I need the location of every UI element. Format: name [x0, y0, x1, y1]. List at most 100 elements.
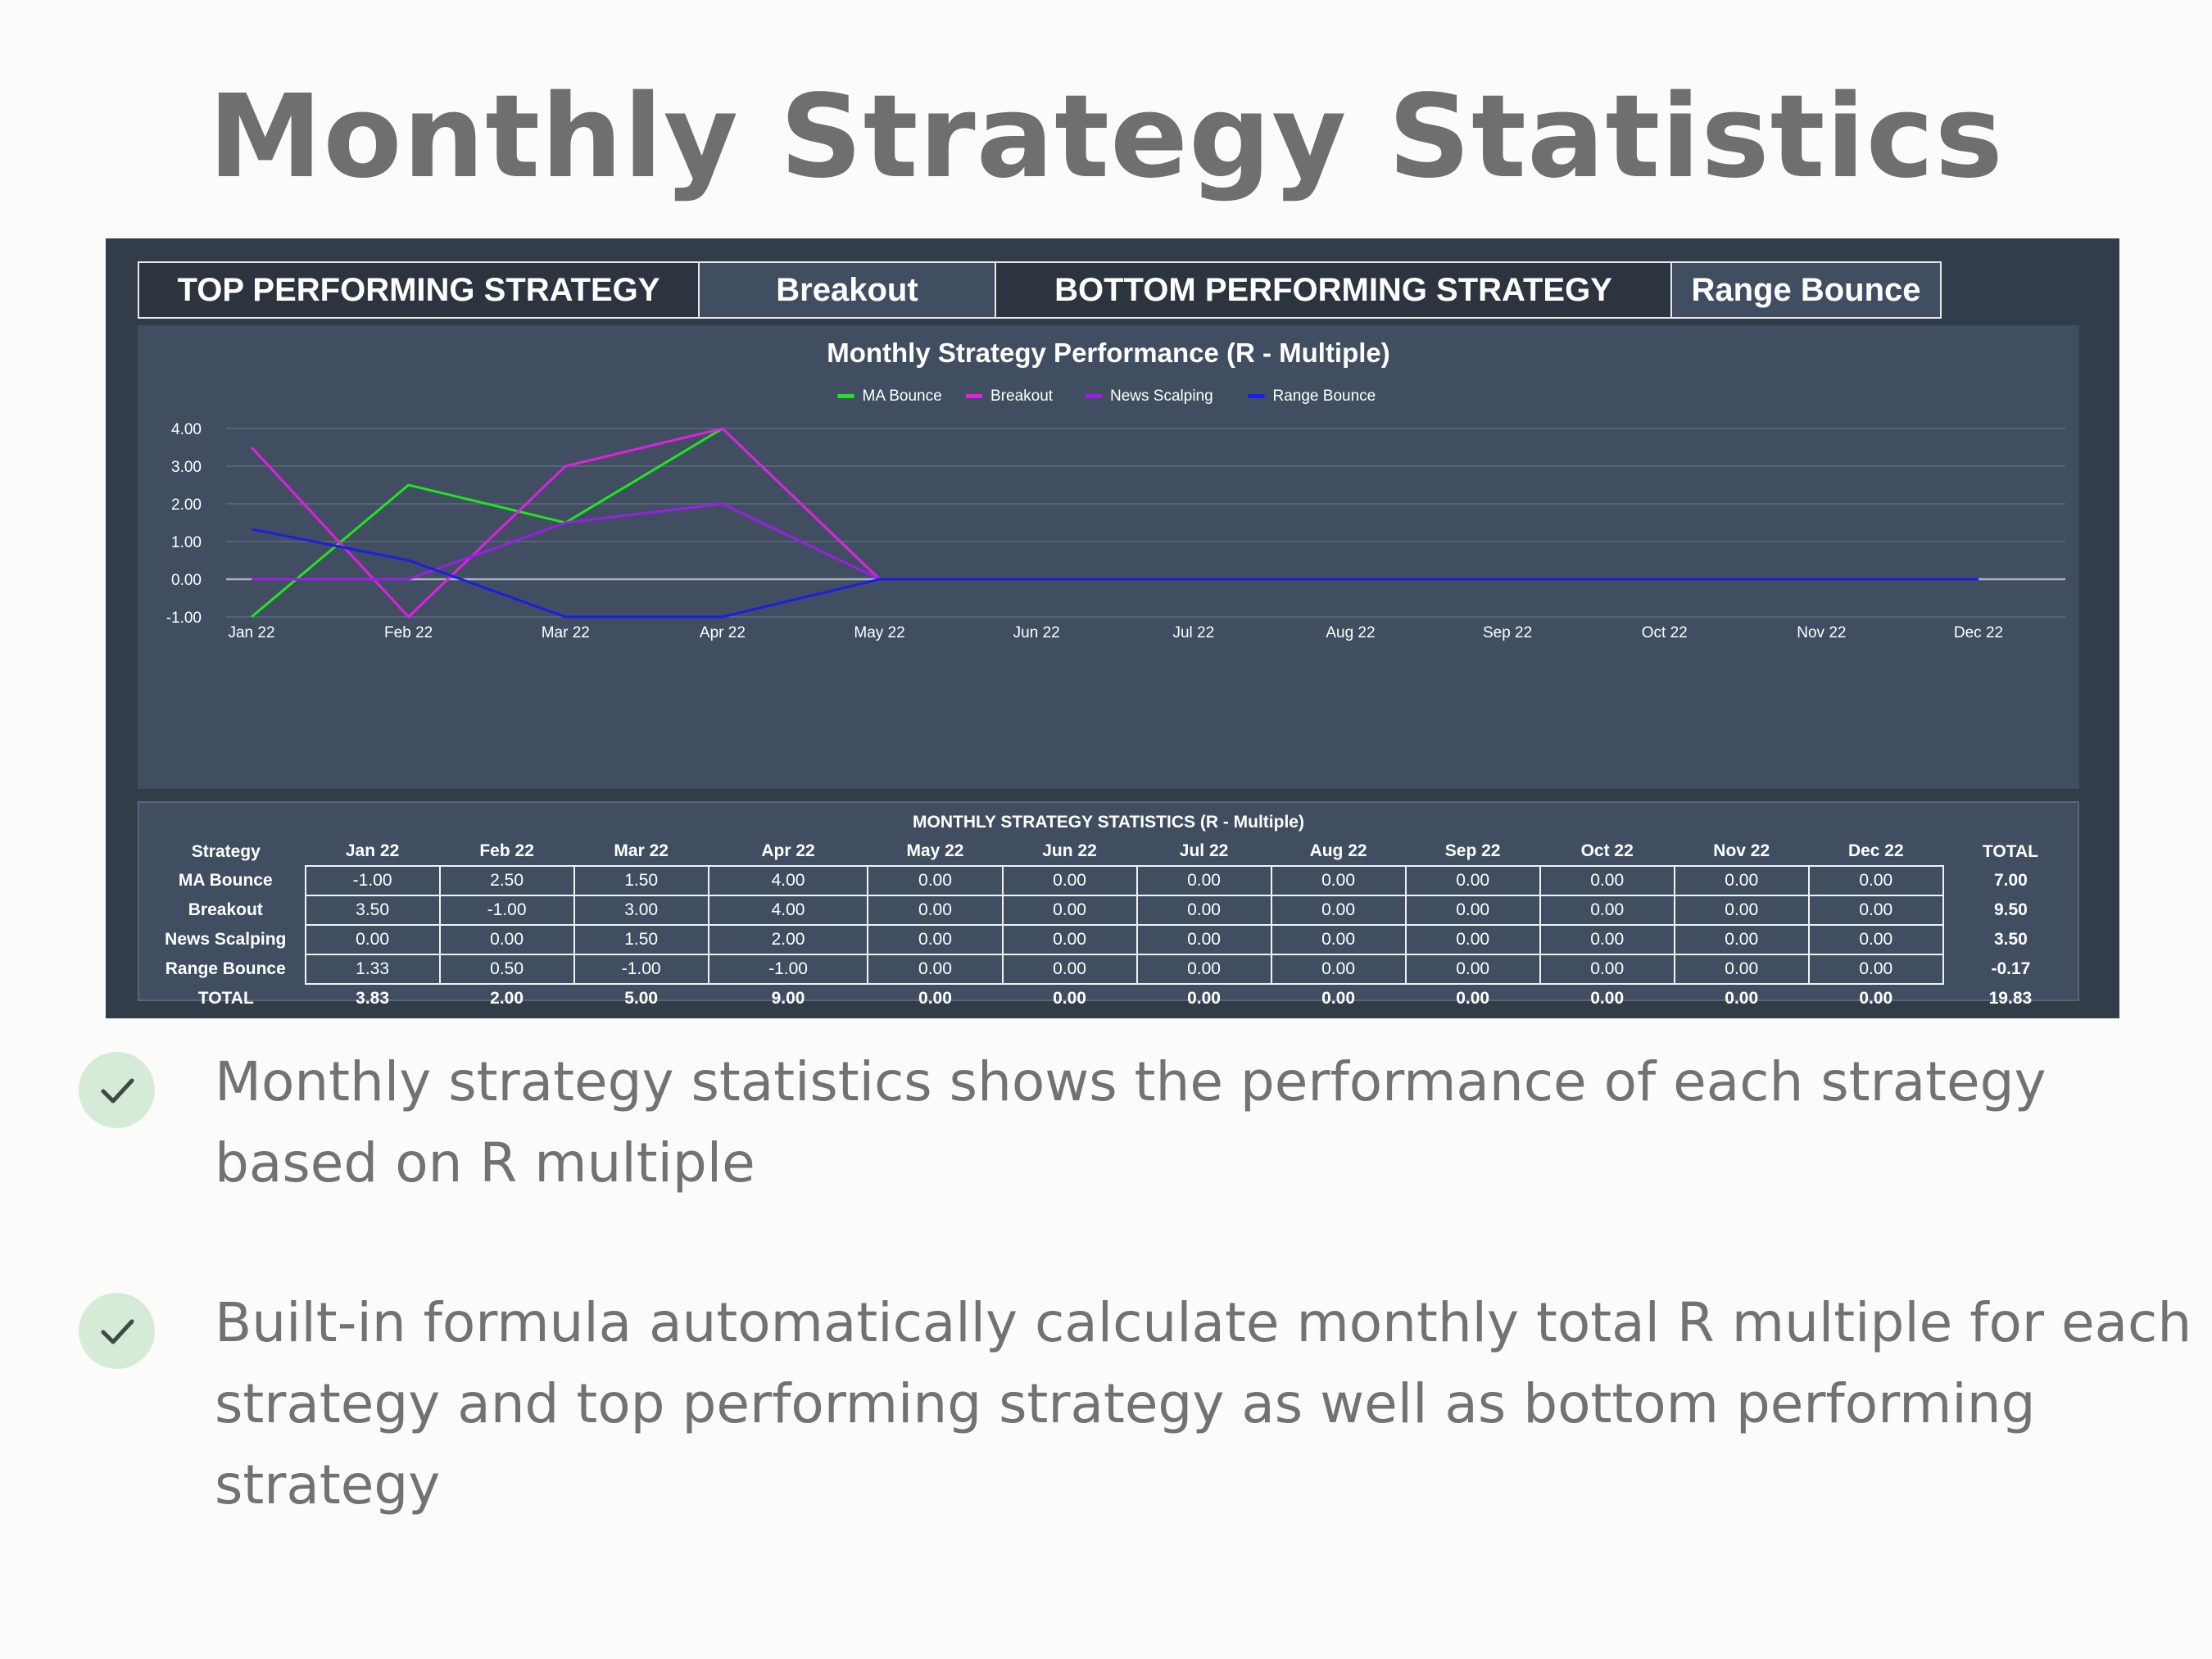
- x-tick-label: Jul 22: [1172, 624, 1214, 641]
- column-header: Apr 22: [761, 841, 815, 860]
- y-tick-label: 2.00: [171, 496, 202, 514]
- table-cell: 0.00: [867, 895, 1004, 926]
- row-total: 19.83: [1988, 988, 2033, 1008]
- dashboard-panel: TOP PERFORMING STRATEGY Breakout BOTTOM …: [106, 238, 2119, 1018]
- table-cell: 0.00: [1539, 954, 1675, 985]
- table-cell: 1.33: [304, 954, 441, 985]
- check-icon: [79, 1052, 155, 1128]
- stats-table-panel: MONTHLY STRATEGY STATISTICS (R - Multipl…: [138, 801, 2079, 1008]
- legend-label: Breakout: [990, 388, 1054, 405]
- row-total: 9.50: [1993, 900, 2028, 919]
- row-total: 7.00: [1993, 871, 2028, 890]
- table-cell: 2.00: [707, 924, 869, 955]
- column-header: Aug 22: [1309, 841, 1367, 860]
- table-cell: 0.00: [1135, 924, 1272, 955]
- x-tick-label: Mar 22: [542, 624, 590, 641]
- table-cell: 3.00: [573, 895, 709, 926]
- bullet-item: Monthly strategy statistics shows the pe…: [79, 1050, 2168, 1214]
- table-cell: 0.00: [1053, 989, 1086, 1008]
- table-cell: 0.00: [1135, 954, 1272, 985]
- column-header: Oct 22: [1580, 841, 1634, 860]
- table-cell: 0.00: [918, 989, 952, 1008]
- table-cell: 0.00: [1404, 895, 1541, 926]
- x-tick-label: Oct 22: [1642, 624, 1688, 641]
- table-cell: 0.00: [1539, 924, 1675, 955]
- column-header: Nov 22: [1713, 841, 1770, 860]
- x-tick-label: Sep 22: [1483, 624, 1532, 641]
- y-axis: 4.00 3.00 2.00 1.00 0.00 -1.00: [166, 421, 202, 627]
- table-cell: 0.00: [1807, 954, 1944, 985]
- table-cell: 0.00: [1001, 865, 1138, 896]
- x-tick-label: Jun 22: [1013, 624, 1060, 641]
- bottom-performing-label: BOTTOM PERFORMING STRATEGY: [996, 261, 1672, 319]
- line-chart: Monthly Strategy Performance (R - Multip…: [166, 338, 2065, 641]
- table-cell: 0.00: [1859, 989, 1893, 1008]
- column-header: Feb 22: [479, 841, 534, 860]
- table-cell: 3.50: [304, 895, 441, 926]
- chart-series: [250, 427, 1979, 619]
- page-title: Monthly Strategy Statistics: [208, 70, 2004, 204]
- table-cell: 0.00: [1404, 924, 1541, 955]
- table-cell: 4.00: [707, 895, 869, 926]
- table-cell: 4.00: [707, 865, 869, 896]
- y-tick-label: 4.00: [171, 421, 202, 438]
- x-tick-label: Apr 22: [700, 624, 746, 641]
- table-cell: 0.00: [1673, 924, 1810, 955]
- table-cell: -1.00: [707, 954, 869, 985]
- row-label: Range Bounce: [165, 959, 286, 978]
- column-header: Mar 22: [614, 841, 669, 860]
- column-header: Jan 22: [345, 841, 400, 860]
- table-cell: 0.00: [1187, 989, 1221, 1008]
- series-line-range-bounce: [251, 528, 1979, 619]
- legend-label: Range Bounce: [1273, 388, 1376, 405]
- table-cell: 0.00: [1321, 989, 1355, 1008]
- chart-panel: Monthly Strategy Performance (R - Multip…: [138, 325, 2079, 789]
- table-cell: 2.50: [438, 865, 575, 896]
- column-header: Jul 22: [1179, 841, 1229, 860]
- row-total: -0.17: [1991, 959, 2031, 978]
- chart-legend: MA Bounce Breakout News Scalping Range Boun…: [837, 388, 1376, 405]
- x-tick-label: Nov 22: [1797, 624, 1846, 641]
- x-tick-label: Feb 22: [384, 624, 433, 641]
- table-cell: 0.00: [1807, 895, 1944, 926]
- total-row: TOTAL 3.83 2.00 5.00 9.00 0.00 0.00 0.00 0.00 0.0…: [147, 984, 2078, 1013]
- table-cell: 0.00: [1001, 954, 1138, 985]
- column-header: Dec 22: [1847, 841, 1904, 860]
- table-cell: -1.00: [438, 895, 575, 926]
- chart-title: Monthly Strategy Performance (R - Multip…: [827, 338, 1390, 368]
- kpi-row: TOP PERFORMING STRATEGY Breakout BOTTOM …: [138, 261, 1942, 319]
- legend-swatch: [1248, 394, 1265, 398]
- legend-label: News Scalping: [1110, 388, 1213, 405]
- table-cell: 0.00: [1673, 954, 1810, 985]
- row-label: News Scalping: [165, 930, 287, 949]
- x-axis: Jan 22 Feb 22 Mar 22 Apr 22 May 22 Jun 22 Jul …: [228, 624, 2003, 641]
- table-cell: 1.50: [573, 924, 709, 955]
- table-cell: 9.00: [771, 989, 805, 1008]
- table-cell: 0.00: [1270, 954, 1407, 985]
- table-cell: 0.00: [1539, 865, 1675, 896]
- table-cell: 0.00: [1725, 989, 1759, 1008]
- table-cell: 0.00: [1270, 895, 1407, 926]
- row-total: 3.50: [1993, 930, 2028, 949]
- table-cell: 3.83: [356, 989, 390, 1008]
- y-tick-label: 1.00: [171, 534, 202, 551]
- table-cell: 0.00: [1270, 924, 1407, 955]
- table-row: News Scalping 0.00 0.00 1.50 2.00 0.00 0.00 0.0…: [147, 924, 2078, 955]
- table-cell: 0.00: [438, 924, 575, 955]
- column-header: Jun 22: [1042, 841, 1097, 860]
- table-cell: 0.00: [1807, 924, 1944, 955]
- table-cell: 0.00: [1001, 924, 1138, 955]
- stats-table-title: MONTHLY STRATEGY STATISTICS (R - Multipl…: [913, 813, 1304, 832]
- table-cell: 0.00: [1404, 954, 1541, 985]
- table-cell: 2.00: [490, 989, 524, 1008]
- column-header-strategy: Strategy: [191, 841, 261, 861]
- x-tick-label: Dec 22: [1954, 624, 2003, 641]
- table-cell: 0.00: [1456, 989, 1490, 1008]
- table-cell: 0.00: [1539, 895, 1675, 926]
- table-cell: 0.00: [1590, 989, 1625, 1008]
- x-tick-label: May 22: [854, 624, 904, 641]
- table-row: Breakout 3.50 -1.00 3.00 4.00 0.00 0.00 0.00 0.0…: [147, 895, 2078, 926]
- table-cell: 0.00: [304, 924, 441, 955]
- table-cell: 1.50: [573, 865, 709, 896]
- series-line-ma-bounce: [251, 427, 1979, 619]
